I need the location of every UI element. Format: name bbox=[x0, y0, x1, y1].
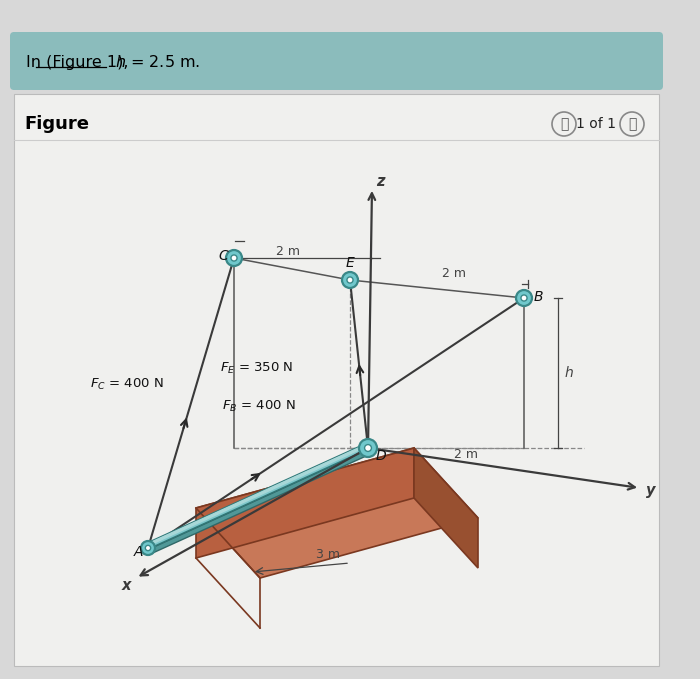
Text: 〈: 〈 bbox=[560, 117, 568, 132]
Text: 2 m: 2 m bbox=[442, 267, 466, 280]
Circle shape bbox=[620, 112, 644, 136]
Text: $F_C$ = 400 N: $F_C$ = 400 N bbox=[90, 377, 164, 392]
Text: In (Figure 1),: In (Figure 1), bbox=[26, 54, 129, 69]
Text: 1 of 1: 1 of 1 bbox=[576, 117, 616, 132]
Text: $F_B$ = 400 N: $F_B$ = 400 N bbox=[222, 399, 296, 414]
Text: B: B bbox=[534, 290, 543, 304]
Polygon shape bbox=[196, 448, 478, 578]
Polygon shape bbox=[414, 448, 478, 568]
Text: h: h bbox=[565, 366, 574, 380]
Text: 2 m: 2 m bbox=[454, 448, 478, 461]
Text: E: E bbox=[346, 256, 355, 270]
Text: z: z bbox=[376, 175, 384, 189]
Text: x: x bbox=[122, 579, 132, 593]
Text: $h$ = 2.5 m.: $h$ = 2.5 m. bbox=[110, 54, 200, 70]
Circle shape bbox=[521, 295, 527, 301]
Circle shape bbox=[359, 439, 377, 457]
Circle shape bbox=[365, 445, 372, 452]
Circle shape bbox=[231, 255, 237, 261]
Text: 3 m: 3 m bbox=[316, 548, 340, 561]
FancyBboxPatch shape bbox=[10, 32, 663, 90]
Circle shape bbox=[342, 272, 358, 288]
Circle shape bbox=[516, 290, 532, 306]
Circle shape bbox=[226, 250, 242, 266]
Text: 2 m: 2 m bbox=[276, 245, 300, 258]
FancyBboxPatch shape bbox=[14, 94, 659, 666]
Polygon shape bbox=[146, 443, 368, 549]
Text: A: A bbox=[134, 545, 143, 559]
Polygon shape bbox=[146, 444, 368, 546]
Text: Figure: Figure bbox=[24, 115, 89, 133]
Text: C: C bbox=[218, 249, 228, 263]
Text: y: y bbox=[646, 483, 655, 498]
Circle shape bbox=[347, 277, 353, 283]
Polygon shape bbox=[148, 449, 371, 554]
Polygon shape bbox=[196, 448, 414, 558]
Circle shape bbox=[141, 541, 155, 555]
Text: $F_E$ = 350 N: $F_E$ = 350 N bbox=[220, 361, 293, 376]
Circle shape bbox=[146, 545, 150, 551]
Circle shape bbox=[552, 112, 576, 136]
Text: D: D bbox=[376, 449, 386, 463]
Text: 〉: 〉 bbox=[628, 117, 636, 132]
